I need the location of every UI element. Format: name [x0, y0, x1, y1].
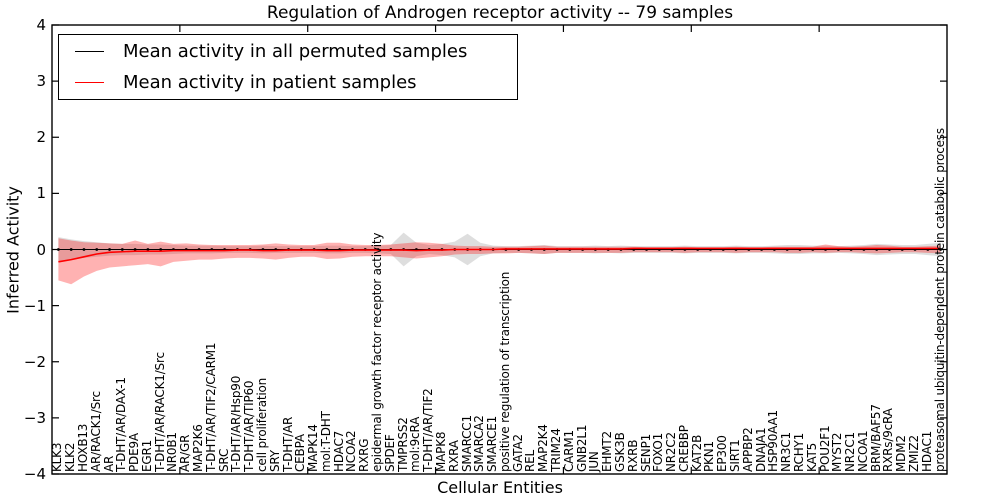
- y-tick-label: 4: [36, 16, 46, 34]
- patient-mean-line: [58, 247, 941, 263]
- permuted-mean-marker: [82, 248, 86, 251]
- chart-title: Regulation of Androgen receptor activity…: [266, 3, 734, 23]
- permuted-line-swatch: [75, 51, 104, 52]
- x-tick-label: T-DHT/AR/TIF2/CARM1: [203, 342, 218, 472]
- permuted-mean-marker: [69, 248, 73, 251]
- x-tick-label: HOXB13: [75, 423, 90, 472]
- y-tick-label: 3: [36, 72, 46, 91]
- x-tick-label: SPDEF: [382, 434, 397, 472]
- x-tick-label: RXRB: [625, 439, 640, 472]
- x-tick-label: RXRA: [446, 440, 461, 472]
- permuted-mean-marker: [146, 248, 150, 251]
- permuted-mean-marker: [159, 248, 163, 251]
- x-tick-label: positive regulation of transcription: [497, 271, 512, 472]
- x-tick-label: EGR1: [139, 439, 154, 472]
- x-tick-label: GSK3B: [612, 432, 627, 472]
- x-tick-label: APPBP2: [740, 427, 755, 472]
- y-tick-label: 0: [36, 240, 46, 259]
- legend-row-patient: Mean activity in patient samples: [59, 67, 517, 98]
- legend: Mean activity in all permuted samples Me…: [58, 34, 518, 100]
- x-tick-label: SRY: [267, 450, 282, 472]
- legend-label-permuted: Mean activity in all permuted samples: [123, 41, 468, 62]
- permuted-mean-marker: [108, 248, 111, 251]
- y-tick-label: −4: [23, 465, 46, 483]
- y-tick-label: −3: [23, 408, 46, 427]
- x-tick-label: CARM1: [561, 430, 576, 472]
- x-tick-label: KAT5: [804, 442, 819, 472]
- x-tick-label: NCOA1: [855, 430, 870, 472]
- permuted-mean-marker: [133, 248, 137, 251]
- x-axis-label: Cellular Entities: [437, 478, 563, 497]
- legend-row-permuted: Mean activity in all permuted samples: [59, 36, 517, 67]
- x-tick-label: cell proliferation: [254, 377, 269, 472]
- x-tick-label: RCHY1: [791, 432, 806, 472]
- permuted-mean-marker: [120, 248, 124, 251]
- x-tick-label: MAPK8: [433, 431, 448, 472]
- y-tick-label: −1: [23, 296, 46, 315]
- legend-label-patient: Mean activity in patient samples: [123, 72, 417, 93]
- x-tick-label: mol:T-DHT: [318, 411, 333, 472]
- x-tick-label: proteasomal ubiquitin-dependent protein …: [932, 128, 947, 472]
- y-tick-label: 1: [36, 184, 46, 203]
- y-tick-label: 2: [36, 128, 46, 147]
- permuted-mean-marker: [95, 248, 99, 251]
- patient-line-swatch: [75, 82, 104, 83]
- x-tick-label: AR/RACK1/Src: [88, 391, 103, 472]
- x-tick-label: CREBBP: [676, 425, 691, 472]
- x-tick-label: HDAC1: [919, 430, 934, 472]
- y-tick-label: −2: [23, 352, 46, 371]
